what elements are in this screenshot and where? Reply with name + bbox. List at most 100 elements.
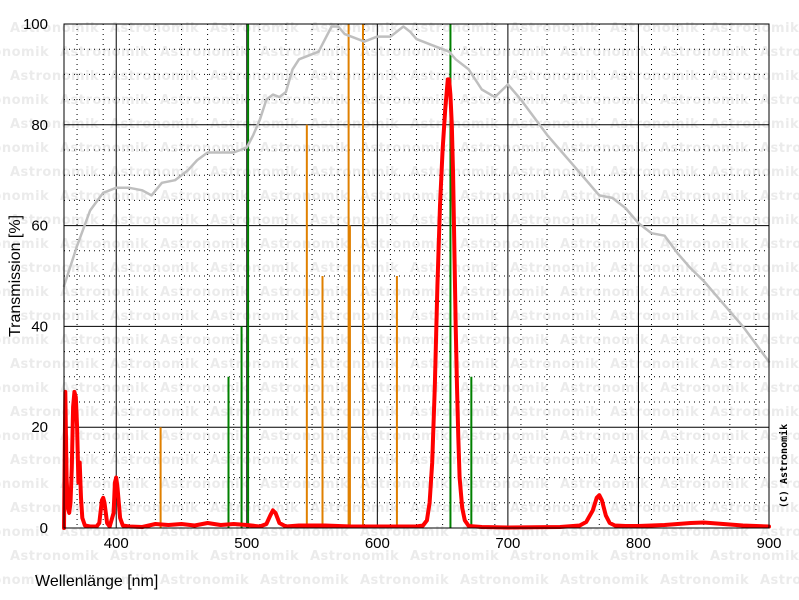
watermark-text: Astronomik bbox=[360, 93, 449, 108]
watermark-text: Astronomik bbox=[10, 309, 99, 324]
watermark-text: Astronomik bbox=[210, 549, 299, 564]
watermark-text: Astronomik bbox=[0, 477, 49, 492]
watermark-text: Astronomik bbox=[460, 237, 549, 252]
watermark-text: Astronomik bbox=[360, 189, 449, 204]
x-tick-label: 500 bbox=[234, 535, 259, 552]
watermark-text: Astronomik bbox=[760, 333, 799, 348]
watermark-text: Astronomik bbox=[360, 141, 449, 156]
watermark-text: Astronomik bbox=[560, 93, 649, 108]
watermark-text: Astronomik bbox=[360, 573, 449, 588]
watermark-text: Astronomik bbox=[60, 45, 149, 60]
watermark-text: Astronomik bbox=[260, 141, 349, 156]
watermark-text: Astronomik bbox=[60, 285, 149, 300]
x-axis-title: Wellenlänge [nm] bbox=[35, 573, 158, 590]
watermark-text: Astronomik bbox=[460, 477, 549, 492]
watermark-text: Astronomik bbox=[710, 309, 799, 324]
watermark-text: Astronomik bbox=[310, 69, 399, 84]
watermark-text: Astronomik bbox=[0, 333, 49, 348]
watermark-text: Astronomik bbox=[560, 525, 649, 540]
watermark-text: Astronomik bbox=[210, 357, 299, 372]
watermark-text: Astronomik bbox=[710, 501, 799, 516]
watermark-text: Astronomik bbox=[760, 525, 799, 540]
emission-lines bbox=[159, 24, 473, 528]
watermark-text: Astronomik bbox=[410, 405, 499, 420]
watermark-text: Astronomik bbox=[110, 405, 199, 420]
watermark-text: Astronomik bbox=[710, 165, 799, 180]
watermark-text: Astronomik bbox=[110, 309, 199, 324]
watermark-text: Astronomik bbox=[160, 573, 249, 588]
watermark-text: Astronomik bbox=[360, 381, 449, 396]
watermark-text: Astronomik bbox=[160, 237, 249, 252]
watermark-text: Astronomik bbox=[510, 453, 599, 468]
watermark-text: Astronomik bbox=[160, 429, 249, 444]
watermark-text: Astronomik bbox=[0, 285, 49, 300]
watermark-text: Astronomik bbox=[410, 453, 499, 468]
watermark-text: Astronomik bbox=[660, 333, 749, 348]
y-tick-label: 40 bbox=[31, 318, 48, 335]
x-tick-label: 600 bbox=[365, 535, 390, 552]
watermark-text: Astronomik bbox=[60, 429, 149, 444]
watermark-text: Astronomik bbox=[560, 237, 649, 252]
x-tick-label: 800 bbox=[626, 535, 651, 552]
y-tick-label: 20 bbox=[31, 419, 48, 436]
watermark-text: Astronomik bbox=[710, 357, 799, 372]
watermark-text: Astronomik bbox=[760, 237, 799, 252]
watermark-text: Astronomik bbox=[210, 405, 299, 420]
watermark-text: Astronomik bbox=[310, 213, 399, 228]
watermark-text: Astronomik bbox=[360, 477, 449, 492]
watermark-text: Astronomik bbox=[360, 285, 449, 300]
watermark-text: Astronomik bbox=[410, 357, 499, 372]
watermark-text: Astronomik bbox=[460, 381, 549, 396]
watermark-text: Astronomik bbox=[660, 477, 749, 492]
watermark-text: Astronomik bbox=[410, 501, 499, 516]
x-tick-label: 700 bbox=[495, 535, 520, 552]
watermark-text: Astronomik bbox=[260, 45, 349, 60]
watermark-text: Astronomik bbox=[510, 549, 599, 564]
watermark-text: Astronomik bbox=[610, 69, 699, 84]
watermark-text: Astronomik bbox=[310, 357, 399, 372]
watermark-text: Astronomik bbox=[260, 477, 349, 492]
watermark-text: Astronomik bbox=[410, 549, 499, 564]
watermark-text: Astronomik bbox=[260, 525, 349, 540]
watermark-text: Astronomik bbox=[10, 69, 99, 84]
x-tick-label: 900 bbox=[756, 535, 781, 552]
watermark-text: Astronomik bbox=[660, 141, 749, 156]
plot-frame bbox=[63, 23, 770, 529]
watermark-text: Astronomik bbox=[210, 261, 299, 276]
watermark-text: Astronomik bbox=[260, 573, 349, 588]
watermark-text: Astronomik bbox=[510, 261, 599, 276]
watermark-text: Astronomik bbox=[60, 381, 149, 396]
watermark-text: Astronomik bbox=[60, 141, 149, 156]
watermark-text: Astronomik bbox=[710, 213, 799, 228]
watermark-text: Astronomik bbox=[210, 69, 299, 84]
watermark-text: Astronomik bbox=[160, 477, 249, 492]
major-grid bbox=[64, 23, 770, 529]
watermark-text: Astronomik bbox=[10, 213, 99, 228]
y-tick-label: 100 bbox=[23, 16, 48, 33]
watermark-text: Astronomik bbox=[160, 189, 249, 204]
watermark-text: Astronomik bbox=[610, 405, 699, 420]
watermark-text: Astronomik bbox=[160, 93, 249, 108]
watermark-text: Astronomik bbox=[260, 429, 349, 444]
watermark-text: Astronomik bbox=[710, 69, 799, 84]
watermark-text: Astronomik bbox=[410, 69, 499, 84]
watermark-text: Astronomik bbox=[110, 165, 199, 180]
watermark-text: Astronomik bbox=[110, 357, 199, 372]
watermark-text: Astronomik bbox=[360, 429, 449, 444]
watermark-text: Astronomik bbox=[660, 237, 749, 252]
watermark-text: Astronomik bbox=[760, 189, 799, 204]
watermark-text: Astronomik bbox=[360, 237, 449, 252]
watermark-text: Astronomik bbox=[10, 165, 99, 180]
watermark-text: Astronomik bbox=[760, 45, 799, 60]
watermark-text: Astronomik bbox=[310, 501, 399, 516]
watermark-text: Astronomik bbox=[10, 405, 99, 420]
watermark-text: Astronomik bbox=[160, 525, 249, 540]
watermark-text: Astronomik bbox=[610, 21, 699, 36]
watermark-text: Astronomik bbox=[160, 381, 249, 396]
watermark-text: Astronomik bbox=[0, 45, 49, 60]
y-tick-label: 60 bbox=[31, 218, 48, 235]
watermark-text: Astronomik bbox=[560, 573, 649, 588]
watermark-text: Astronomik bbox=[460, 573, 549, 588]
watermark-text: Astronomik bbox=[360, 525, 449, 540]
